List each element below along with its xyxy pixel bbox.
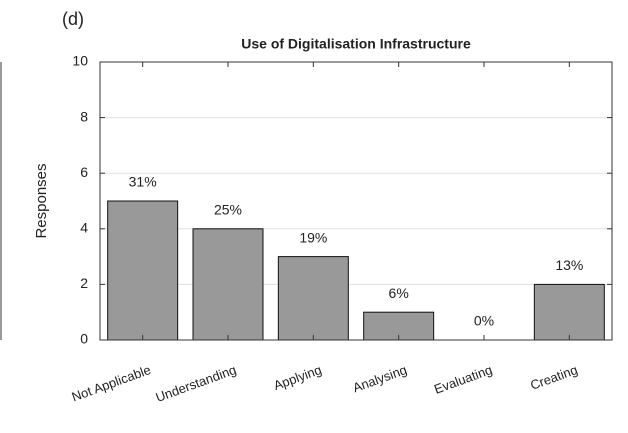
share-label: 0% [474,313,494,329]
x-tick-label: Analysing [351,362,409,395]
x-tick-label: Applying [272,362,324,393]
x-tick-label: Evaluating [432,362,494,397]
chart-title: Use of Digitalisation Infrastructure [241,36,471,52]
share-label: 6% [389,285,409,301]
y-axis-label: Responses [33,163,50,238]
bar [533,283,605,341]
y-tick-label: 2 [80,275,88,291]
y-tick-label: 4 [80,220,88,236]
x-tick-label: Creating [528,362,579,393]
y-tick-label: 0 [80,331,88,347]
plot-frame [99,61,613,341]
share-label: 19% [299,229,327,245]
bar [107,200,179,341]
bar [277,256,349,341]
share-label: 31% [129,174,157,190]
share-label: 25% [214,202,242,218]
y-tick-label: 8 [80,108,88,124]
panel-label: (d) [62,9,84,29]
x-tick-label: Not Applicable [70,362,153,405]
share-label: 13% [555,257,583,273]
y-tick-label: 6 [80,164,88,180]
x-tick-label: Understanding [154,362,239,405]
bar [192,228,264,341]
y-tick-label: 10 [72,53,88,69]
